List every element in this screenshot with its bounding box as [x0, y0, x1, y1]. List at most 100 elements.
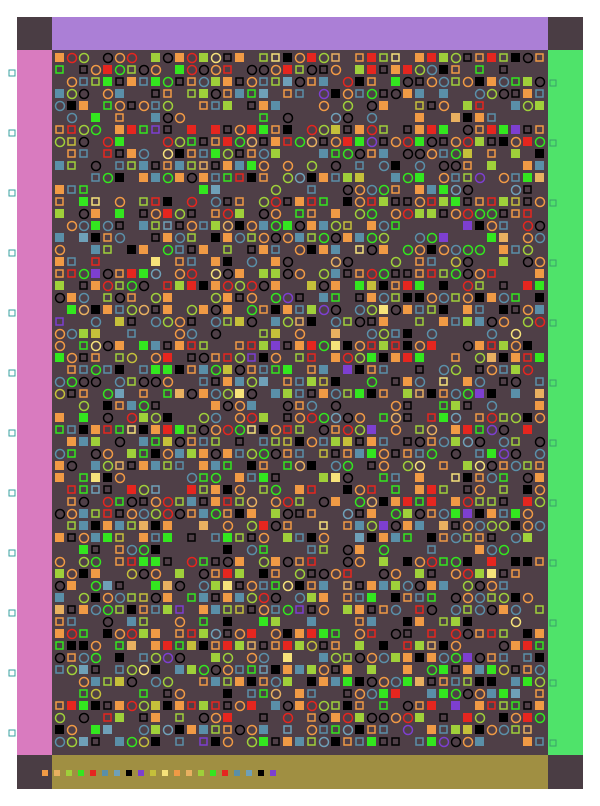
tile-outline	[343, 737, 352, 746]
tile-ring	[318, 304, 330, 316]
tile-outline	[79, 341, 88, 350]
tile	[535, 149, 544, 158]
tile	[199, 521, 208, 530]
tile	[79, 197, 88, 206]
bottom-marker	[150, 770, 156, 776]
tile-ring	[318, 664, 330, 676]
tile-outline	[247, 233, 256, 242]
tile	[475, 665, 484, 674]
tile-outline	[391, 281, 400, 290]
tile-outline	[439, 269, 448, 278]
tile-ring	[138, 484, 150, 496]
tile	[151, 581, 160, 590]
tile-ring	[150, 268, 162, 280]
tile	[295, 485, 304, 494]
tile-outline	[103, 233, 112, 242]
tile	[91, 473, 100, 482]
tile-outline	[259, 689, 268, 698]
tile	[259, 377, 268, 386]
tile-ring	[534, 232, 546, 244]
tile	[307, 533, 316, 542]
tile	[115, 677, 124, 686]
tile-ring	[366, 244, 378, 256]
tile-ring	[354, 352, 366, 364]
tile	[259, 101, 268, 110]
tile-outline	[403, 641, 412, 650]
tile-ring	[294, 568, 306, 580]
tile-ring	[138, 148, 150, 160]
tile-outline	[199, 221, 208, 230]
tile	[91, 209, 100, 218]
tile-outline	[439, 713, 448, 722]
tile-outline	[103, 245, 112, 254]
tile-outline	[175, 461, 184, 470]
tile-outline	[535, 641, 544, 650]
tile-ring	[486, 460, 498, 472]
tile-ring	[54, 712, 66, 724]
tile	[139, 437, 148, 446]
tile-ring	[498, 664, 510, 676]
tile-ring	[474, 580, 486, 592]
tile-ring	[150, 568, 162, 580]
tile-outline	[475, 281, 484, 290]
tile-outline	[283, 461, 292, 470]
tile-ring	[330, 136, 342, 148]
tile	[79, 413, 88, 422]
top-bar	[52, 17, 548, 50]
tile-outline	[103, 101, 112, 110]
tile	[151, 449, 160, 458]
tile	[307, 629, 316, 638]
tile-ring	[522, 592, 534, 604]
tile-outline	[211, 161, 220, 170]
tile	[535, 173, 544, 182]
tile-ring	[366, 328, 378, 340]
tile	[439, 89, 448, 98]
tile-ring	[138, 64, 150, 76]
tile-outline	[355, 737, 364, 746]
tile-outline	[283, 89, 292, 98]
tile-ring	[258, 196, 270, 208]
tile-ring	[234, 484, 246, 496]
tile-ring	[186, 304, 198, 316]
tile	[439, 317, 448, 326]
tile-outline	[283, 197, 292, 206]
tile-ring	[534, 436, 546, 448]
tile-outline	[295, 605, 304, 614]
tile-outline	[79, 281, 88, 290]
tile-outline	[379, 365, 388, 374]
tile	[175, 389, 184, 398]
tile-outline	[523, 125, 532, 134]
tile	[103, 305, 112, 314]
tile-ring	[294, 220, 306, 232]
tile	[463, 149, 472, 158]
tile-ring	[474, 604, 486, 616]
tile-outline	[415, 701, 424, 710]
tile-outline	[487, 629, 496, 638]
tile-ring	[210, 316, 222, 328]
tile-ring	[90, 160, 102, 172]
tile	[271, 701, 280, 710]
tile	[367, 533, 376, 542]
tile	[223, 137, 232, 146]
tile-outline	[199, 485, 208, 494]
tile-outline	[223, 497, 232, 506]
tile-ring	[210, 712, 222, 724]
tile-outline	[67, 149, 76, 158]
tile-ring	[90, 580, 102, 592]
tile-ring	[342, 112, 354, 124]
tile-outline	[127, 521, 136, 530]
tile	[259, 725, 268, 734]
tile-ring	[390, 400, 402, 412]
tile-outline	[247, 341, 256, 350]
tile-ring	[138, 544, 150, 556]
bottom-marker	[54, 770, 60, 776]
tile	[331, 737, 340, 746]
tile-outline	[379, 437, 388, 446]
tile-outline	[175, 221, 184, 230]
tile	[415, 89, 424, 98]
tile-ring	[66, 508, 78, 520]
tile-outline	[463, 533, 472, 542]
tile	[511, 641, 520, 650]
tile	[163, 413, 172, 422]
tile-ring	[246, 388, 258, 400]
